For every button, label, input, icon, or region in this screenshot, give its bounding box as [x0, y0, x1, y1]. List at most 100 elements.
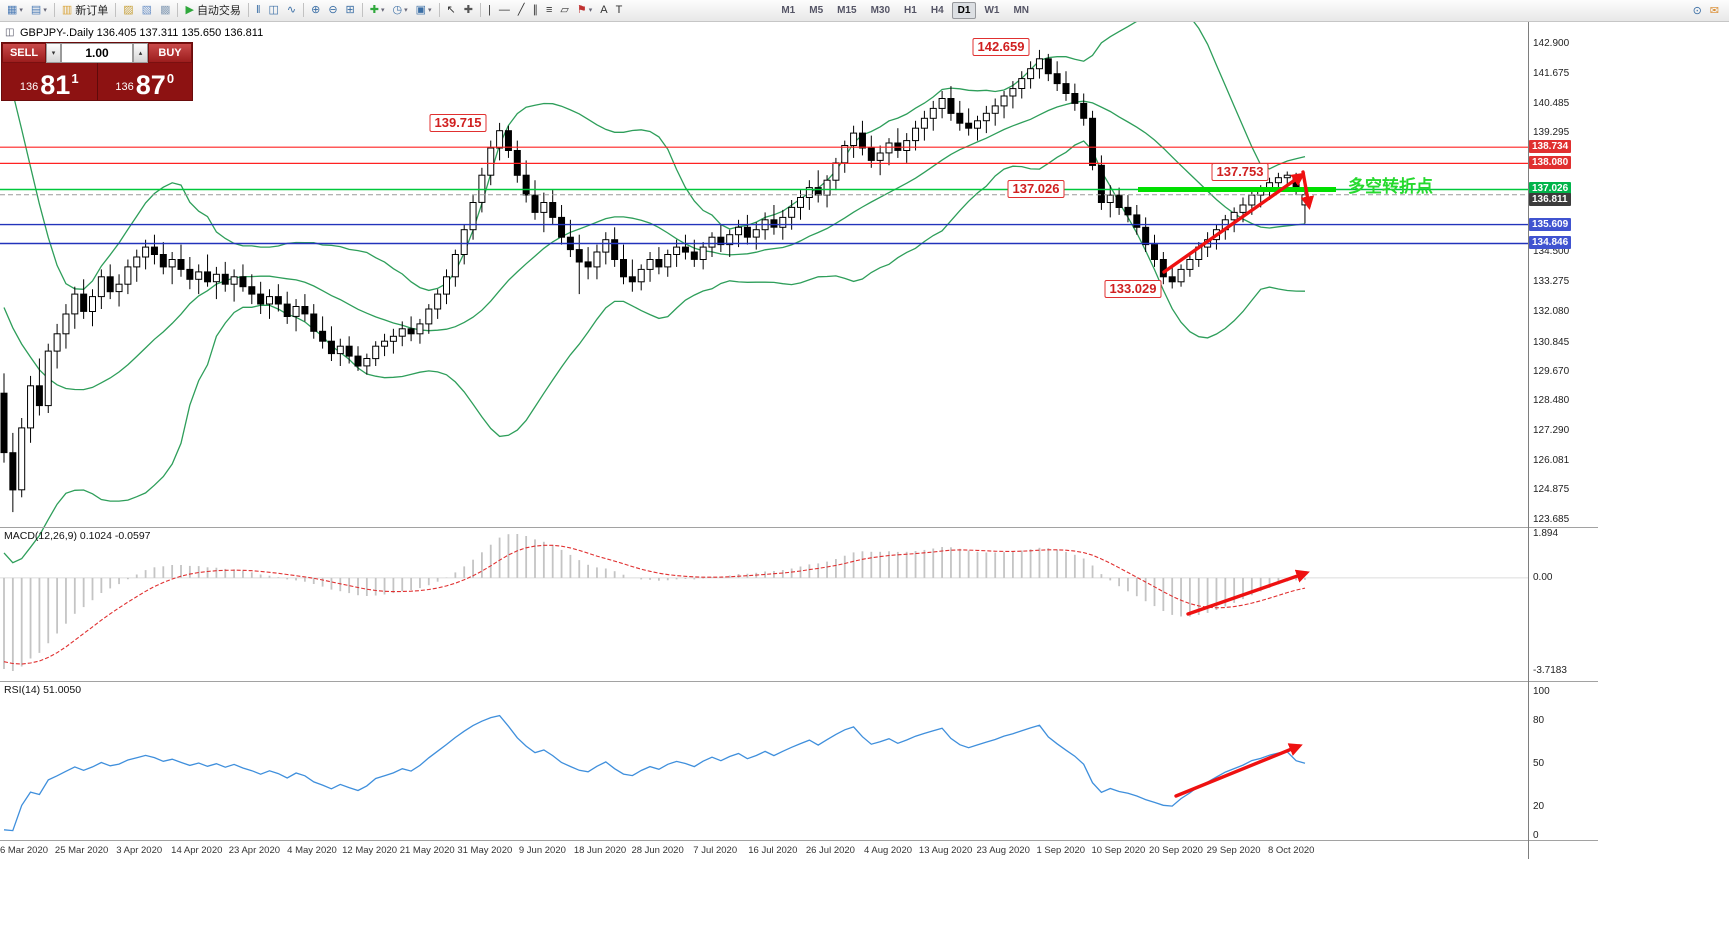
vertical-line-icon[interactable]: | [485, 2, 494, 19]
rsi-scale-label: 0 [1533, 830, 1539, 841]
periods-icon[interactable]: ◷ ▾ [390, 2, 411, 19]
timeframe-d1-button[interactable]: D1 [951, 1, 977, 19]
cursor-icon-glyph: ↖ [446, 3, 456, 16]
chat-icon[interactable]: ✉ [1709, 5, 1719, 17]
rsi-scale-label: 80 [1533, 714, 1545, 726]
tile-windows-icon[interactable]: ⊞ [343, 2, 358, 19]
arrows-icon-dropdown[interactable]: ▾ [588, 7, 593, 14]
indicators-icon[interactable]: ✚ ▾ [367, 2, 388, 19]
date-label: 13 Aug 2020 [918, 845, 973, 856]
fibonacci-icon[interactable]: ≡ [543, 2, 555, 19]
autotrade-button[interactable]: ▶ 自动交易 [182, 2, 243, 19]
volume-input[interactable] [61, 43, 133, 63]
chart-profiles-icon[interactable]: ▤ ▾ [28, 2, 50, 19]
date-label: 7 Jul 2020 [693, 845, 738, 856]
trade-panel-divider [96, 63, 98, 100]
timeframe-h1-button[interactable]: H1 [904, 4, 917, 16]
timeframe-m30-button[interactable]: M30 [870, 4, 891, 16]
price-scale-label: 130.845 [1533, 336, 1570, 348]
toolbar-separator [438, 3, 440, 17]
timeframe-w1-button[interactable]: W1 [984, 4, 1000, 16]
price-scale-label: 142.900 [1533, 37, 1570, 49]
macd-scale-min: -3.7183 [1533, 665, 1567, 676]
new-chart-icon[interactable]: ▦ ▾ [4, 2, 26, 19]
trendline-icon-glyph: ╱ [517, 3, 525, 16]
date-label: 6 Mar 2020 [0, 845, 49, 856]
buy-button[interactable]: BUY [148, 43, 192, 63]
toolbar-separator [177, 3, 179, 17]
new-order-button-glyph: ▥ [61, 3, 73, 16]
date-label: 29 Sep 2020 [1206, 845, 1261, 856]
zoom-in-icon[interactable]: ⊕ [308, 2, 323, 19]
shapes-icon[interactable]: ▱ [557, 2, 571, 19]
date-label: 20 Sep 2020 [1149, 845, 1203, 856]
text-icon-glyph: A [600, 3, 608, 16]
channel-icon-glyph: ∥ [532, 3, 538, 16]
zoom-out-icon[interactable]: ⊖ [325, 2, 340, 19]
timeframe-m1-button[interactable]: M1 [781, 4, 796, 16]
price-scale-label: 141.675 [1533, 68, 1570, 80]
timeframe-m15-button[interactable]: M15 [837, 4, 857, 16]
sell-price[interactable]: 136 81 1 [2, 63, 97, 100]
date-label: 3 Apr 2020 [116, 845, 163, 856]
buy-price[interactable]: 136 87 0 [98, 63, 193, 100]
chart-profiles-icon-dropdown[interactable]: ▾ [43, 7, 47, 14]
search-icon[interactable]: ⊙ [1692, 5, 1702, 17]
timeframe-group: M1 M5 M15 M30 H1 H4 D1 W1 MN [774, 1, 1036, 19]
volume-increase-button[interactable]: ▴ [133, 43, 148, 63]
new-chart-icon-dropdown[interactable]: ▾ [19, 7, 23, 14]
label-icon[interactable]: T [613, 2, 626, 19]
line-chart-icon[interactable]: ∿ [284, 2, 299, 19]
timeframe-h4-button[interactable]: H4 [930, 4, 944, 16]
trendline-icon[interactable]: ╱ [515, 2, 528, 19]
rsi-panel [3, 714, 1306, 832]
date-label: 1 Sep 2020 [1036, 845, 1086, 856]
new-order-button-label: 新订单 [75, 5, 109, 17]
cursor-icon[interactable]: ↖ [444, 2, 459, 19]
tile-windows-icon-glyph: ⊞ [345, 3, 355, 16]
autotrade-button-label: 自动交易 [196, 5, 241, 17]
trade-panel-prices: 136 81 1 136 87 0 [2, 63, 192, 100]
date-label: 4 Aug 2020 [863, 845, 913, 856]
price-scale-label: 133.275 [1533, 276, 1570, 288]
timeframe-mn-button[interactable]: MN [1013, 4, 1029, 16]
date-label: 14 Apr 2020 [171, 845, 223, 856]
horizontal-line-icon[interactable]: — [496, 2, 513, 19]
market-watch-icon[interactable]: ▨ [120, 2, 136, 19]
panel-divider[interactable] [0, 527, 1598, 528]
periods-icon-dropdown[interactable]: ▾ [404, 7, 408, 14]
templates-icon[interactable]: ▣ ▾ [413, 2, 435, 19]
volume-decrease-button[interactable]: ▾ [46, 43, 61, 63]
data-window-icon-glyph: ▧ [141, 3, 153, 16]
market-watch-icon-glyph: ▨ [123, 3, 134, 16]
terminal-icon[interactable]: ▩ [157, 2, 173, 19]
price-scale-label: 139.295 [1533, 127, 1570, 139]
arrows-icon[interactable]: ⚑ ▾ [574, 2, 595, 19]
macd-scale-max: 1.894 [1533, 528, 1559, 539]
new-order-button[interactable]: ▥ 新订单 [59, 2, 111, 19]
sell-price-big: 81 [40, 70, 71, 101]
price-badge: 134.846 [1529, 236, 1572, 250]
indicators-icon-glyph: ✚ [369, 3, 379, 16]
bars-icon[interactable]: ‖ [253, 2, 264, 19]
crosshair-icon[interactable]: ✚ [461, 2, 476, 19]
sell-button[interactable]: SELL [2, 43, 46, 63]
channel-icon[interactable]: ∥ [529, 2, 541, 19]
horizontal-line-icon-glyph: — [498, 3, 510, 16]
date-label: 12 May 2020 [342, 845, 398, 856]
price-scale-label: 132.080 [1533, 305, 1570, 317]
price-scale-border [1528, 21, 1529, 859]
date-label: 31 May 2020 [457, 845, 513, 856]
data-window-icon[interactable]: ▧ [139, 2, 155, 19]
timeframe-m5-button[interactable]: M5 [809, 4, 824, 16]
templates-icon-dropdown[interactable]: ▾ [428, 7, 432, 14]
price-badge: 138.080 [1529, 156, 1572, 170]
symbol-chart-icon: ◫ [5, 27, 15, 38]
indicators-icon-dropdown[interactable]: ▾ [380, 7, 385, 14]
panel-divider[interactable] [0, 681, 1598, 682]
text-icon[interactable]: A [597, 2, 610, 19]
line-chart-icon-glyph: ∿ [286, 3, 297, 16]
price-badge: 135.609 [1529, 217, 1572, 231]
candlesticks-icon[interactable]: ◫ [265, 2, 281, 19]
